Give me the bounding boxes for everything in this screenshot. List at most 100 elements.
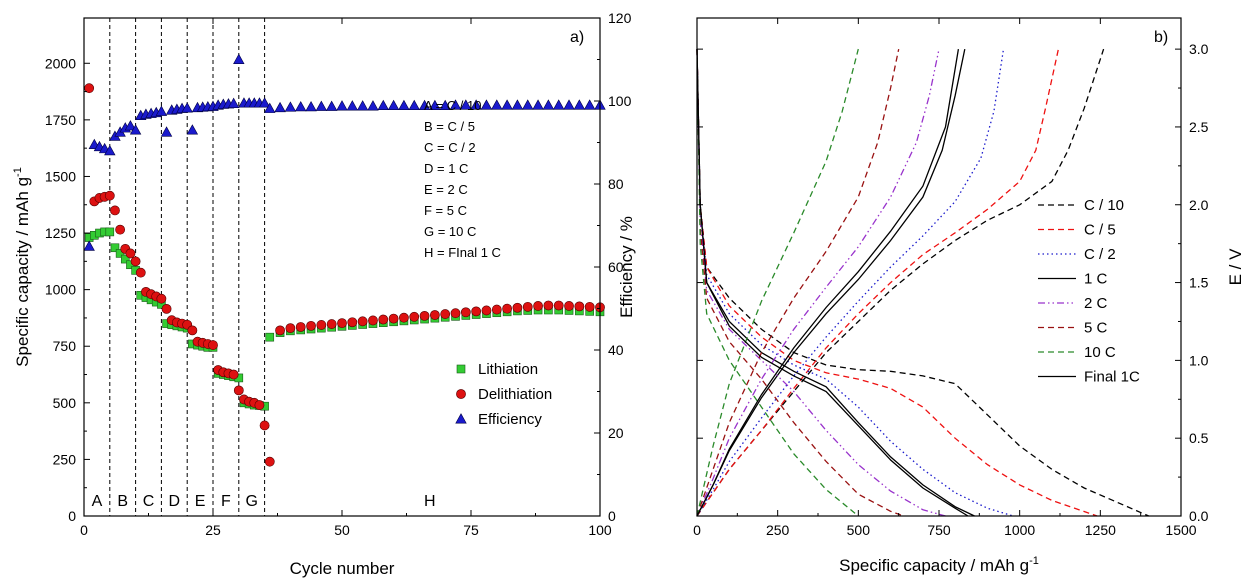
panel-b-y-tick-label: 2.5 (1189, 119, 1209, 135)
panel-a-delithiation-point (125, 248, 136, 259)
panel-a-efficiency-point (563, 99, 575, 110)
panel-a-lithiation-point (105, 227, 115, 237)
panel-a-delithiation-point (429, 310, 440, 320)
panel-a-delithiation-point (533, 301, 543, 311)
panel-a-rate-note: F = 5 C (424, 203, 467, 218)
panel-a-rate-note: A = C / 10 (424, 98, 481, 113)
panel-a-y2-tick-label: 120 (608, 10, 632, 26)
panel-b-x-tick-label: 1000 (1004, 522, 1035, 538)
panel-a-efficiency-point (522, 99, 534, 110)
panel-b-x-tick-label: 750 (927, 522, 951, 538)
panel-a-delithiation-point (502, 303, 513, 314)
panel-a-efficiency-point (227, 97, 240, 108)
panel-a-delithiation-point (110, 205, 120, 216)
panel-a-y-tick-label: 2000 (45, 55, 76, 71)
panel-b-legend-label: C / 2 (1084, 246, 1116, 263)
panel-a-delithiation-point (347, 317, 358, 328)
panel-b-y-tick-label: 1.0 (1189, 352, 1209, 368)
panel-a-delithiation-point (440, 309, 451, 319)
panel-a-delithiation-point (491, 304, 502, 315)
panel-a-legend-label: Lithiation (478, 361, 538, 378)
panel-a-efficiency-point (387, 99, 400, 111)
panel-a-region-label: H (424, 493, 436, 510)
panel-a-delithiation-point (543, 300, 554, 311)
panel-a-legend-label: Efficiency (478, 411, 542, 428)
panel-a-delithiation-point (135, 267, 146, 278)
panel-a-y-axis-label: Specific capacity / mAh g-1 (12, 167, 32, 367)
panel-a-delithiation-point (254, 400, 265, 410)
panel-a-efficiency-point (377, 99, 389, 111)
panel-a-rate-note: G = 10 C (424, 224, 476, 239)
panel-a-series-delithiation (84, 83, 605, 467)
panel-a-efficiency-point (295, 100, 307, 112)
panel-a-delithiation-point (275, 325, 285, 336)
panel-a-delithiation-point (574, 301, 585, 312)
panel-a-y-tick-label: 1000 (45, 282, 76, 298)
panel-a-delithiation-point (187, 325, 198, 336)
panel-b-legend-label: Final 1C (1084, 369, 1140, 386)
panel-a-delithiation-point (450, 308, 461, 319)
panel-a-y-tick-label: 1500 (45, 168, 76, 184)
panel-a-efficiency-point (491, 99, 503, 110)
panel-a-y2-tick-label: 40 (608, 342, 624, 358)
panel-a-efficiency-point (429, 99, 441, 111)
panel-b-y-tick-label: 3.0 (1189, 41, 1209, 57)
panel-a-y-tick-label: 1750 (45, 112, 76, 128)
panel-a-x-axis-label: Cycle number (290, 559, 395, 578)
panel-a-delithiation-point (208, 340, 218, 350)
panel-a-efficiency-point (439, 99, 451, 111)
panel-a-delithiation-point (264, 456, 275, 467)
panel-b-legend-label: C / 5 (1084, 222, 1116, 239)
panel-a-legend-label: Delithiation (478, 386, 552, 403)
panel-a-legend-marker-lithiation (456, 364, 466, 374)
panel-a-efficiency-point (553, 99, 565, 110)
panel-a-efficiency-point (460, 99, 472, 110)
panel-a-region-label: F (221, 493, 231, 510)
panel-a-efficiency-point (583, 99, 596, 110)
panel-a-delithiation-point (259, 420, 270, 431)
panel-a-legend: Lithiation Delithiation Efficiency (455, 361, 552, 428)
panel-a-label: a) (570, 29, 584, 46)
panel-a-delithiation-point (419, 310, 430, 321)
panel-b-y-tick-label: 0.0 (1189, 508, 1209, 524)
panel-a-y2-axis-label: Efficiency / % (617, 216, 636, 318)
panel-b-discharge-curve (696, 49, 1149, 517)
panel-b-plot-frame (696, 17, 1182, 517)
panel-a-axes: 0 25 50 75 100025050075010001250150017502000… (45, 10, 632, 538)
panel-b-series-2-c (696, 48, 946, 517)
panel-a-efficiency-point (418, 99, 431, 111)
panel-a-delithiation-point (553, 300, 564, 311)
panel-a-rate-notes: A = C / 10 B = C / 5 C = C / 2 D = 1 C E = 2… (424, 98, 501, 260)
panel-a-efficiency-point (274, 101, 286, 113)
panel-a-y2-tick-label: 80 (608, 176, 624, 192)
panel-b-series-c-5 (696, 48, 1098, 517)
panel-a-x-tick-label: 25 (205, 522, 221, 538)
panel-a-region-label: G (245, 493, 257, 510)
panel-a-delithiation-point (471, 306, 482, 317)
panel-a-y-axis-label-sup: -1 (12, 167, 24, 177)
panel-b-y-tick-label: 0.5 (1189, 430, 1209, 446)
panel-b-legend-label: 1 C (1084, 271, 1108, 288)
panel-a-region-label: C (143, 493, 155, 510)
panel-b-legend-label: 10 C (1084, 344, 1116, 361)
panel-a-delithiation-point (156, 293, 167, 304)
panel-a-efficiency-point (315, 100, 328, 111)
panel-a-delithiation-point (295, 322, 306, 332)
panel-a-efficiency-point (325, 100, 338, 111)
panel-a-efficiency-point (336, 100, 348, 111)
panel-b-x-axis-label-main: Specific capacity / mAh g (839, 556, 1029, 575)
panel-a-region-label: E (195, 493, 206, 510)
panel-b-x-tick-label: 250 (766, 522, 790, 538)
panel-b-y-axis-label: E / V (1226, 248, 1245, 286)
panel-a-delithiation-point (409, 311, 420, 322)
panel-a-delithiation-point (285, 323, 296, 334)
panel-a-y-tick-label: 250 (53, 451, 77, 467)
panel-a-efficiency-point (284, 101, 297, 112)
panel-a-efficiency-point (124, 120, 137, 131)
panel-a-delithiation-point (368, 315, 378, 326)
panel-a-delithiation-point (316, 320, 327, 330)
panel-a-efficiency-point (470, 99, 482, 110)
